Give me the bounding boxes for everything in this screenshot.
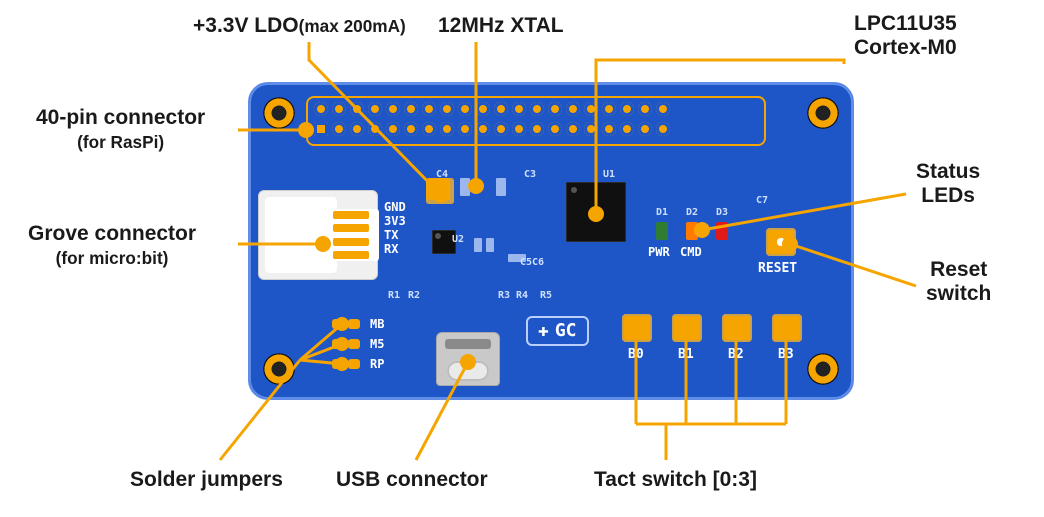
xtal-cap	[496, 178, 506, 196]
grove-connector	[258, 190, 378, 280]
sj-rp: RP	[332, 358, 384, 370]
silk-reset: RESET	[758, 262, 797, 275]
label-solder: Solder jumpers	[130, 468, 283, 492]
mcu-chip	[566, 182, 626, 242]
b3-button[interactable]	[772, 314, 802, 342]
gpio-row-top	[314, 102, 670, 116]
silk-b3: B3	[778, 348, 794, 361]
ldo-regulator	[426, 178, 454, 204]
reset-button[interactable]	[766, 228, 796, 256]
silk-gnd: GND	[384, 200, 406, 214]
silk-b2: B2	[728, 348, 744, 361]
label-usb: USB connector	[336, 468, 488, 492]
sj-mb: MB	[332, 318, 384, 330]
xtal-cap	[460, 178, 470, 196]
mounting-hole	[806, 352, 840, 386]
silk-pwr: PWR	[648, 246, 670, 258]
label-ldo: +3.3V LDO(max 200mA)	[193, 14, 406, 38]
b0-button[interactable]	[622, 314, 652, 342]
status-leds	[656, 222, 728, 240]
label-reset: Resetswitch	[926, 258, 991, 306]
usb-connector	[436, 332, 500, 386]
pcb-board: GND 3V3 TX RX PWR CMD RESET B0 B1 B2 B3 …	[248, 82, 854, 400]
grove-silk-labels: GND 3V3 TX RX	[384, 200, 406, 256]
label-xtal: 12MHz XTAL	[438, 14, 564, 38]
diagram-canvas: { "colors": { "accent": "#f6a500", "pcb"…	[0, 0, 1044, 517]
cmd-led-icon	[686, 222, 698, 240]
label-leds: StatusLEDs	[916, 160, 980, 208]
label-mcu: LPC11U35Cortex-M0	[854, 12, 957, 60]
pwr-led-icon	[656, 222, 668, 240]
silk-cmd: CMD	[680, 246, 702, 258]
silk-3v3: 3V3	[384, 214, 406, 228]
badge-text: GC	[555, 322, 577, 340]
logo-badge: ✚GC	[526, 316, 589, 346]
gpio-row-bottom	[314, 122, 670, 136]
label-tact: Tact switch [0:3]	[594, 468, 757, 492]
mounting-hole	[262, 96, 296, 130]
silk-b1: B1	[678, 348, 694, 361]
mounting-hole	[806, 96, 840, 130]
sj-m5: M5	[332, 338, 384, 350]
b1-button[interactable]	[672, 314, 702, 342]
mounting-hole	[262, 352, 296, 386]
silk-tx: TX	[384, 228, 406, 242]
stat-led-icon	[716, 222, 728, 240]
silk-b0: B0	[628, 348, 644, 361]
label-40pin: 40-pin connector(for RasPi)	[36, 106, 205, 154]
b2-button[interactable]	[722, 314, 752, 342]
label-grove: Grove connector(for micro:bit)	[28, 222, 196, 270]
silk-rx: RX	[384, 242, 406, 256]
